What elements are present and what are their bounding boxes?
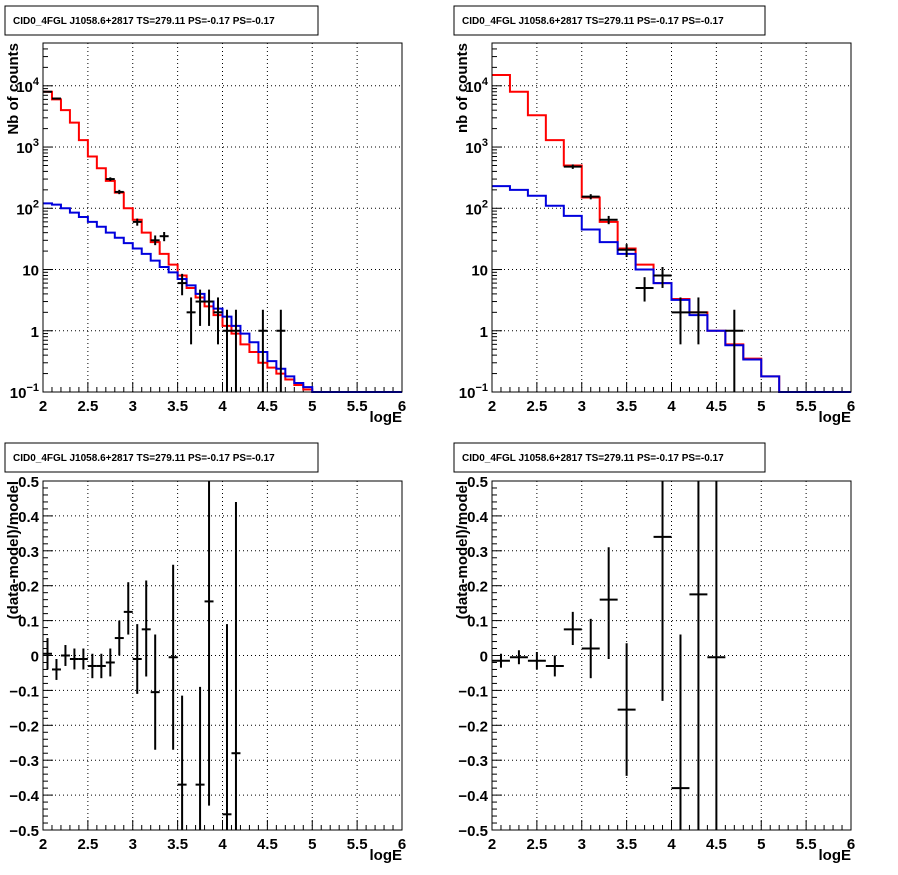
x-axis-label: logE — [819, 409, 852, 426]
x-tick-label: 5 — [757, 836, 765, 853]
y-tick-label: 102 — [16, 198, 39, 218]
x-tick-label: 4.5 — [706, 836, 727, 853]
y-tick-label: 0.2 — [467, 579, 488, 596]
y-tick-label: 103 — [465, 137, 488, 157]
x-tick-label: 3 — [578, 836, 586, 853]
y-tick-label: −0.5 — [458, 823, 488, 840]
y-tick-label: −0.1 — [9, 683, 39, 700]
x-tick-label: 5 — [308, 836, 316, 853]
x-tick-label: 2.5 — [77, 836, 98, 853]
x-tick-label: 2 — [39, 398, 47, 415]
x-tick-label: 2 — [488, 836, 496, 853]
x-axis-label: logE — [819, 847, 852, 864]
y-tick-label: 0.1 — [18, 614, 39, 631]
y-tick-label: −0.3 — [9, 753, 39, 770]
chart-title: CID0_4FGL J1058.6+2817 TS=279.11 PS=-0.1… — [13, 16, 275, 27]
y-tick-label: 102 — [465, 198, 488, 218]
y-tick-label: 0 — [31, 649, 39, 666]
y-axis-label: nb of counts — [454, 43, 471, 133]
y-tick-label: 0.5 — [467, 474, 488, 491]
x-tick-label: 2.5 — [526, 398, 547, 415]
y-tick-label: 10−1 — [459, 382, 488, 402]
x-tick-label: 4 — [667, 836, 676, 853]
chart-panel-bottom-right: CID0_4FGL J1058.6+2817 TS=279.11 PS=-0.1… — [453, 442, 855, 864]
x-tick-label: 5 — [757, 398, 765, 415]
y-tick-label: 0.5 — [18, 474, 39, 491]
y-tick-label: 0.1 — [467, 614, 488, 631]
y-tick-label: −0.1 — [458, 683, 488, 700]
series-step-line — [492, 74, 851, 393]
x-axis-label: logE — [370, 847, 403, 864]
x-tick-label: 4.5 — [257, 836, 278, 853]
y-tick-label: −0.4 — [9, 788, 39, 805]
x-tick-label: 3 — [578, 398, 586, 415]
y-tick-label: −0.3 — [458, 753, 488, 770]
chart-panel-top-left: CID0_4FGL J1058.6+2817 TS=279.11 PS=-0.1… — [4, 5, 406, 426]
y-tick-label: 10−1 — [10, 382, 39, 402]
x-tick-label: 5.5 — [347, 398, 368, 415]
chart-title: CID0_4FGL J1058.6+2817 TS=279.11 PS=-0.1… — [13, 453, 275, 464]
y-axis-label: (data-model)/model — [454, 481, 471, 619]
plot-frame — [42, 42, 403, 393]
y-tick-label: −0.2 — [458, 718, 488, 735]
y-tick-label: 0 — [480, 649, 488, 666]
chart-title-box — [4, 442, 319, 473]
x-tick-label: 5.5 — [796, 836, 817, 853]
x-tick-label: 2 — [488, 398, 496, 415]
y-tick-label: 0.4 — [467, 509, 489, 526]
x-tick-label: 4 — [218, 836, 227, 853]
plot-frame — [42, 480, 403, 831]
y-tick-label: 104 — [16, 76, 40, 96]
x-tick-label: 4.5 — [706, 398, 727, 415]
x-tick-label: 5.5 — [796, 398, 817, 415]
y-tick-label: −0.4 — [458, 788, 488, 805]
x-tick-label: 6 — [847, 836, 855, 853]
x-axis-label: logE — [370, 409, 403, 426]
y-tick-label: 104 — [465, 76, 489, 96]
chart-title-box — [453, 442, 766, 473]
chart-title: CID0_4FGL J1058.6+2817 TS=279.11 PS=-0.1… — [462, 453, 724, 464]
plot-frame — [491, 42, 852, 393]
y-tick-label: 0.3 — [467, 544, 488, 561]
y-tick-label: 1 — [31, 324, 39, 341]
y-tick-label: 10 — [22, 263, 39, 280]
x-tick-label: 5 — [308, 398, 316, 415]
x-tick-label: 3 — [129, 836, 137, 853]
x-tick-label: 2 — [39, 836, 47, 853]
x-tick-label: 4 — [667, 398, 676, 415]
chart-panel-top-right: CID0_4FGL J1058.6+2817 TS=279.11 PS=-0.1… — [453, 5, 855, 426]
x-tick-label: 3.5 — [616, 836, 637, 853]
y-axis-label: (data-model)/model — [5, 481, 22, 619]
y-axis-label: Nb of counts — [5, 43, 22, 135]
chart-title: CID0_4FGL J1058.6+2817 TS=279.11 PS=-0.1… — [462, 16, 724, 27]
y-tick-label: 0.3 — [18, 544, 39, 561]
x-tick-label: 3 — [129, 398, 137, 415]
x-tick-label: 4 — [218, 398, 227, 415]
x-tick-label: 2.5 — [526, 836, 547, 853]
y-tick-label: 0.4 — [18, 509, 40, 526]
y-tick-label: 103 — [16, 137, 39, 157]
chart-panel-bottom-left: CID0_4FGL J1058.6+2817 TS=279.11 PS=-0.1… — [4, 442, 406, 864]
y-tick-label: 10 — [471, 263, 488, 280]
chart-title-box — [4, 5, 319, 36]
plot-frame — [491, 480, 852, 831]
y-tick-label: 0.2 — [18, 579, 39, 596]
x-tick-label: 3.5 — [167, 836, 188, 853]
x-tick-label: 6 — [398, 398, 406, 415]
x-tick-label: 3.5 — [616, 398, 637, 415]
x-tick-label: 2.5 — [77, 398, 98, 415]
y-tick-label: −0.2 — [9, 718, 39, 735]
y-tick-label: 1 — [480, 324, 488, 341]
x-tick-label: 5.5 — [347, 836, 368, 853]
x-tick-label: 6 — [847, 398, 855, 415]
x-tick-label: 4.5 — [257, 398, 278, 415]
x-tick-label: 6 — [398, 836, 406, 853]
series-step-line — [492, 185, 851, 393]
series-step-line — [43, 90, 402, 393]
y-tick-label: −0.5 — [9, 823, 39, 840]
chart-title-box — [453, 5, 766, 36]
x-tick-label: 3.5 — [167, 398, 188, 415]
